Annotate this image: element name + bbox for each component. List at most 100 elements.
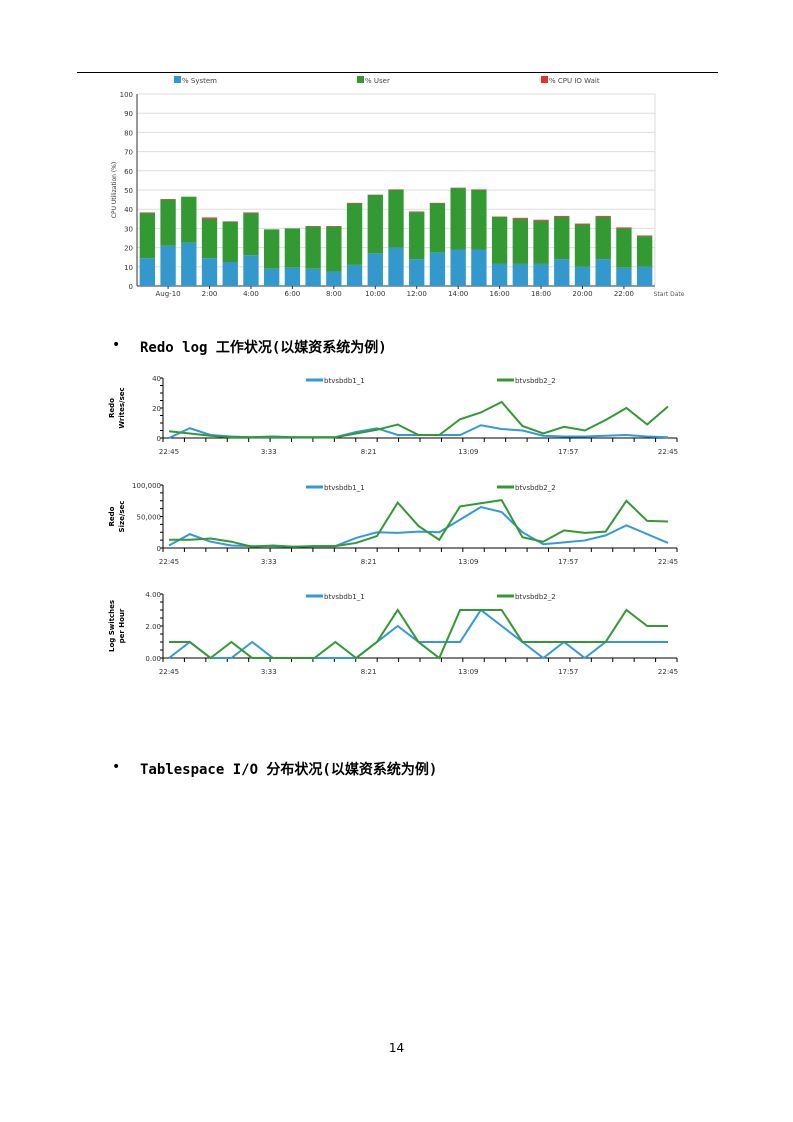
bar-segment	[326, 271, 342, 286]
x-tick-label: 22:45	[658, 448, 678, 456]
y-axis-title: Redo	[108, 506, 116, 526]
x-tick-label: 8:21	[361, 558, 377, 566]
bar-segment	[139, 212, 156, 214]
x-tick-label: 22:45	[658, 668, 678, 676]
y-axis-title: per Hour	[118, 608, 126, 643]
bar-segment	[429, 203, 446, 253]
x-tick-label: 16:00	[490, 290, 510, 298]
legend-label: % User	[365, 77, 390, 85]
bar-segment	[471, 249, 487, 286]
bar-segment	[429, 252, 446, 286]
bar-segment	[554, 215, 570, 217]
x-tick-label: 3:33	[261, 668, 277, 676]
legend-swatch	[541, 76, 548, 83]
x-tick-label: 22:45	[658, 558, 678, 566]
x-tick-label: 22:45	[159, 668, 179, 676]
bar-segment	[554, 259, 570, 286]
x-tick-label: 6:00	[285, 290, 301, 298]
x-tick-label: 13:09	[458, 668, 478, 676]
legend-label: btvsbdb1_1	[324, 484, 365, 492]
x-tick-label: 8:21	[361, 668, 377, 676]
bar-segment	[243, 212, 259, 214]
bar-segment	[201, 217, 218, 219]
y-tick-label: 50	[124, 187, 133, 195]
section-heading-tablespace-io: Tablespace I/O 分布状况(以媒资系统为例)	[140, 762, 438, 778]
x-tick-label: 3:33	[261, 558, 277, 566]
y-axis-title: Writes/sec	[118, 387, 126, 428]
bar-segment	[533, 220, 549, 264]
x-tick-label: 3:33	[261, 448, 277, 456]
bar-segment	[201, 258, 218, 286]
x-tick-label: 12:00	[407, 290, 427, 298]
bar-segment	[636, 236, 653, 267]
bar-segment	[450, 188, 466, 250]
bar-segment	[305, 226, 321, 269]
legend-label: btvsbdb1_1	[324, 593, 365, 601]
x-tick-label: 10:00	[365, 290, 385, 298]
legend-label: btvsbdb1_1	[324, 377, 365, 385]
bar-segment	[595, 216, 611, 260]
bar-segment	[636, 235, 653, 237]
x-tick-label: Aug-10	[156, 290, 181, 298]
x-tick-label: 22:45	[159, 558, 179, 566]
bar-segment	[388, 247, 404, 286]
bar-segment	[616, 267, 632, 286]
y-tick-label: 0	[157, 545, 161, 553]
bar-segment	[616, 227, 632, 229]
y-tick-label: 90	[124, 110, 133, 118]
bar-segment	[616, 228, 632, 268]
bar-segment	[160, 245, 176, 286]
bar-segment	[533, 219, 549, 221]
y-tick-label: 10	[124, 264, 133, 272]
bar-segment	[222, 221, 238, 262]
y-tick-label: 80	[124, 129, 133, 137]
y-tick-label: 60	[124, 168, 133, 176]
bar-segment	[284, 267, 301, 286]
bar-segment	[160, 199, 176, 246]
bar-segment	[533, 263, 549, 286]
x-tick-label: 20:00	[572, 290, 592, 298]
bar-segment	[305, 268, 321, 286]
y-tick-label: 20	[124, 245, 133, 253]
x-tick-label: 13:09	[458, 448, 478, 456]
bar-segment	[554, 216, 570, 260]
bar-segment	[512, 263, 528, 286]
series-line	[169, 499, 669, 548]
page-number: 14	[388, 1041, 405, 1055]
legend-swatch	[174, 76, 181, 83]
y-tick-label: 2.00	[145, 623, 161, 631]
x-axis-title: Start Date	[654, 291, 685, 298]
y-axis-title: Redo	[108, 398, 116, 418]
series-line	[169, 608, 668, 660]
bar-segment	[181, 196, 197, 243]
bar-segment	[512, 217, 528, 219]
bar-segment	[409, 259, 425, 286]
bar-segment	[471, 190, 487, 250]
bar-segment	[326, 226, 342, 272]
bar-segment	[346, 264, 363, 286]
x-tick-label: 8:00	[326, 290, 342, 298]
x-tick-label: 17:57	[558, 448, 578, 456]
y-tick-label: 40	[152, 375, 161, 383]
bar-segment	[160, 199, 176, 200]
bar-segment	[491, 263, 508, 286]
bar-segment	[574, 223, 591, 225]
bar-segment	[243, 255, 259, 286]
y-tick-label: 70	[124, 149, 133, 157]
bar-segment	[139, 213, 156, 259]
legend-label: btvsbdb2_2	[515, 593, 556, 601]
y-axis-title: Log Switches	[108, 600, 116, 652]
y-tick-label: 0	[129, 283, 133, 291]
bar-segment	[243, 213, 259, 256]
bar-segment	[367, 253, 383, 286]
y-tick-label: 0.00	[145, 655, 161, 663]
bar-segment	[574, 224, 591, 267]
bar-segment	[409, 212, 425, 260]
bar-segment	[471, 189, 487, 190]
y-tick-label: 40	[124, 206, 133, 214]
bar-segment	[388, 190, 404, 248]
bar-segment	[367, 194, 383, 254]
bar-segment	[491, 216, 508, 264]
x-tick-label: 4:00	[243, 290, 259, 298]
